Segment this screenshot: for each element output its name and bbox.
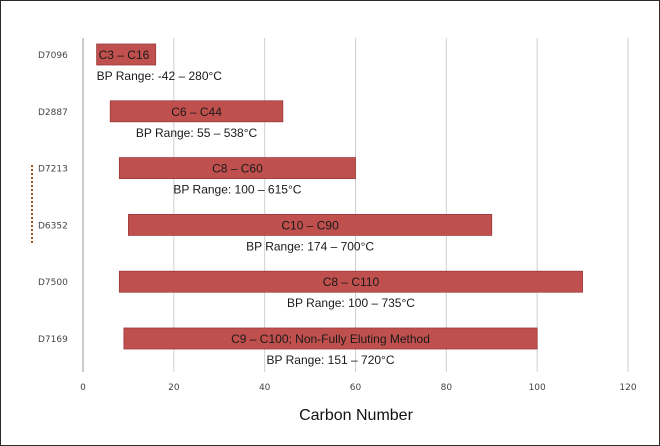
category-label-D7213: D7213: [38, 165, 68, 175]
bp-range-label-D7213: BP Range: 100 – 615°C: [173, 183, 301, 197]
category-label-D7169: D7169: [38, 335, 68, 345]
bar-D7096: [96, 43, 157, 66]
bar-label-D7213: C8 – C60: [212, 162, 263, 176]
category-label-D7096: D7096: [38, 51, 68, 61]
x-tick-label: 0: [80, 383, 86, 393]
x-tick-label: 80: [441, 383, 453, 393]
x-axis-title: Carbon Number: [299, 407, 414, 424]
bar-label-D7500: C8 – C110: [323, 275, 380, 289]
bar-D6352: [128, 213, 493, 236]
bar-label-D6352: C10 – C90: [281, 218, 339, 232]
x-tick-label: 20: [168, 383, 180, 393]
x-tick-label: 40: [259, 383, 271, 393]
bar-label-D7096: C3 – C16: [99, 48, 150, 62]
x-tick-label: 60: [350, 383, 362, 393]
bp-range-label-D6352: BP Range: 174 – 700°C: [246, 239, 374, 253]
bar-label-D7169: C9 – C100; Non-Fully Eluting Method: [231, 332, 430, 346]
x-tick-label: 120: [619, 383, 636, 393]
category-label-D7500: D7500: [38, 278, 68, 288]
bp-range-label-D7096: BP Range: -42 – 280°C: [97, 69, 223, 83]
bp-range-label-D7169: BP Range: 151 – 720°C: [267, 353, 395, 367]
bar-label-D2887: C6 – C44: [171, 105, 222, 119]
category-label-D2887: D2887: [38, 108, 68, 118]
bar-D7169: [123, 327, 538, 350]
axis-layer: 0 20 40 60 80 100 120 D7096 D2887 D7213 D6352 D7500…: [38, 51, 637, 393]
bar-layer: [96, 43, 583, 350]
category-label-D6352: D6352: [38, 221, 68, 231]
bar-D7213: [118, 157, 356, 180]
bp-range-label-D2887: BP Range: 55 – 538°C: [136, 126, 258, 140]
grid-layer: [82, 38, 629, 372]
bp-range-label-D7500: BP Range: 100 – 735°C: [287, 296, 415, 310]
bar-D7500: [118, 270, 583, 293]
bar-D2887: [109, 100, 284, 123]
label-layer: C3 – C16 BP Range: -42 – 280°C C6 – C44 BP …: [97, 48, 430, 367]
x-tick-label: 100: [529, 383, 546, 393]
